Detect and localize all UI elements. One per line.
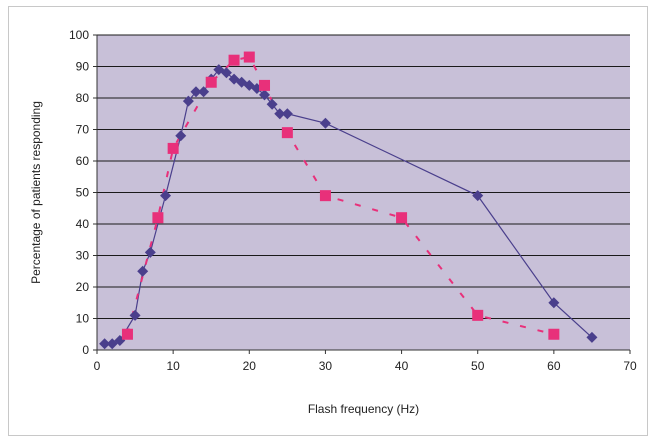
series-1-point-22 <box>281 108 293 120</box>
series-2-point-6 <box>243 51 255 63</box>
series-2-point-4 <box>205 76 217 88</box>
y-tick-50: 50 <box>76 186 90 200</box>
tick-labels: 0 10 20 30 40 50 60 70 80 90 100 0 10 20 30 40 50 60 70 <box>69 28 637 373</box>
x-tick-50: 50 <box>471 359 485 373</box>
series-1-point-9 <box>182 95 194 107</box>
x-tick-0: 0 <box>94 359 101 373</box>
y-tick-80: 80 <box>76 91 90 105</box>
series-1-point-7 <box>160 190 172 202</box>
data-markers <box>99 51 598 350</box>
series-2-point-5 <box>228 54 240 66</box>
x-tick-40: 40 <box>395 359 409 373</box>
y-tick-70: 70 <box>76 123 90 137</box>
x-axis-title: Flash frequency (Hz) <box>308 402 419 416</box>
series-1-point-10 <box>190 86 202 98</box>
series-2-point-12 <box>548 328 560 340</box>
series-1-point-24 <box>472 190 484 202</box>
series-2-point-1 <box>121 328 133 340</box>
y-tick-0: 0 <box>82 343 89 357</box>
series-1-point-20 <box>266 98 278 110</box>
series-1-point-1 <box>99 338 111 350</box>
series-2-point-10 <box>396 212 408 224</box>
series-1-point-26 <box>586 331 598 343</box>
series-2-point-11 <box>472 309 484 321</box>
series-2-point-2 <box>152 212 164 224</box>
y-tick-30: 30 <box>76 249 90 263</box>
y-tick-40: 40 <box>76 217 90 231</box>
gridlines <box>97 34 630 319</box>
y-tick-10: 10 <box>76 312 90 326</box>
series-1-point-5 <box>137 265 149 277</box>
y-axis-title: Percentage of patients responding <box>29 101 43 284</box>
series-1-point-14 <box>220 67 232 79</box>
y-tick-60: 60 <box>76 154 90 168</box>
series-1-point-19 <box>259 89 271 101</box>
x-tick-20: 20 <box>243 359 257 373</box>
x-tick-60: 60 <box>547 359 561 373</box>
y-tick-90: 90 <box>76 60 90 74</box>
series-1-point-4 <box>129 309 141 321</box>
series-1-point-21 <box>274 108 286 120</box>
series-1-point-8 <box>175 130 187 142</box>
series-2-point-3 <box>167 142 179 154</box>
series-2-point-9 <box>319 190 331 202</box>
series-1-point-6 <box>144 246 156 258</box>
x-tick-70: 70 <box>623 359 637 373</box>
x-tick-30: 30 <box>319 359 333 373</box>
series-1-point-25 <box>548 297 560 309</box>
y-tick-20: 20 <box>76 280 90 294</box>
series-2-point-7 <box>259 79 271 91</box>
series-1-point-11 <box>198 86 210 98</box>
series-2-point-8 <box>281 127 293 139</box>
x-tick-10: 10 <box>166 359 180 373</box>
y-tick-100: 100 <box>69 28 89 42</box>
series-1-point-23 <box>319 117 331 129</box>
